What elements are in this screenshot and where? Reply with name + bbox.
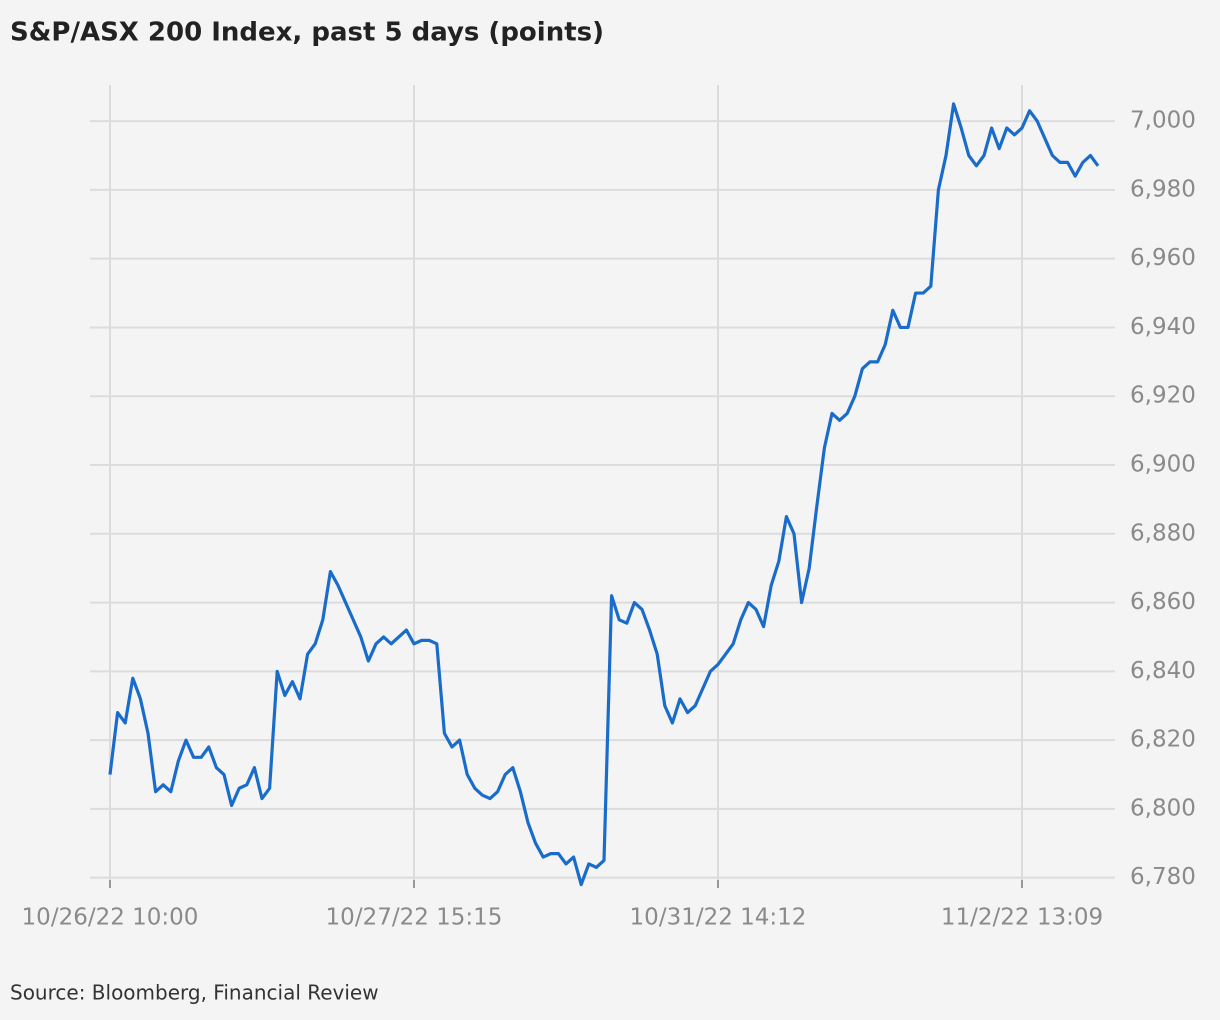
y-tick-label: 6,860 bbox=[1130, 589, 1196, 615]
x-tick-label: 10/31/22 14:12 bbox=[630, 905, 807, 931]
x-tick-label: 10/27/22 15:15 bbox=[326, 905, 503, 931]
y-tick-label: 6,780 bbox=[1130, 864, 1196, 890]
y-tick-label: 6,960 bbox=[1130, 245, 1196, 271]
y-tick-label: 6,800 bbox=[1130, 795, 1196, 821]
chart-title: S&P/ASX 200 Index, past 5 days (points) bbox=[10, 18, 604, 48]
data-line bbox=[108, 102, 1100, 887]
y-tick-label: 6,900 bbox=[1130, 452, 1196, 478]
y-tick-label: 7,000 bbox=[1130, 108, 1196, 134]
x-tick-label: 10/26/22 10:00 bbox=[22, 905, 199, 931]
y-tick-label: 6,940 bbox=[1130, 314, 1196, 340]
y-tick-label: 6,980 bbox=[1130, 176, 1196, 202]
source-note: Source: Bloomberg, Financial Review bbox=[10, 981, 379, 1005]
x-tick-label: 11/2/22 13:09 bbox=[941, 905, 1103, 931]
y-tick-label: 6,920 bbox=[1130, 383, 1196, 409]
y-tick-label: 6,880 bbox=[1130, 520, 1196, 546]
y-tick-label: 6,840 bbox=[1130, 658, 1196, 684]
y-tick-label: 6,820 bbox=[1130, 727, 1196, 753]
